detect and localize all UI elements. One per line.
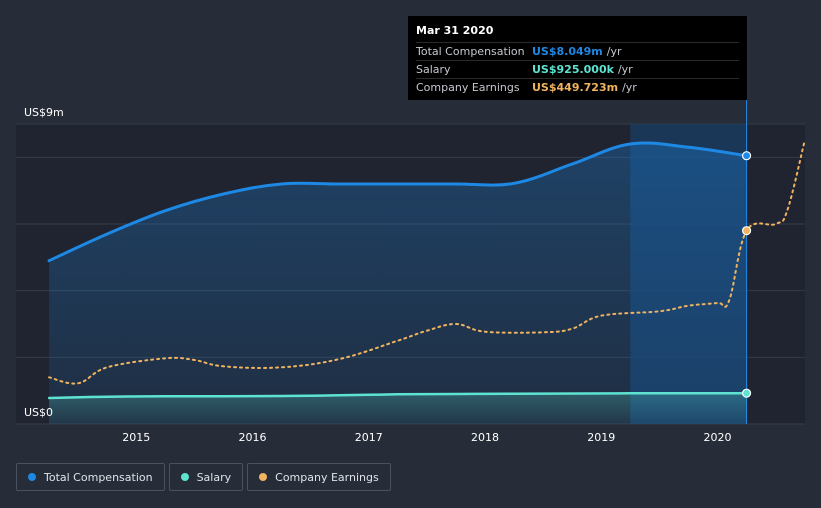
tooltip-row-name: Total Compensation [416,45,525,58]
tooltip-row-value: US$8.049m [532,45,603,58]
tooltip-date: Mar 31 2020 [416,24,494,37]
tooltip-row-unit: /yr [617,63,633,76]
tooltip-row-total-compensation: Total Compensation US$8.049m /yr [416,42,739,60]
series-lines [47,139,806,400]
legend: Total Compensation Salary Company Earnin… [16,463,391,491]
salary-line [47,391,748,400]
tooltip: Mar 31 2020 Total Compensation US$8.049m… [408,16,747,100]
x-tick-label: 2015 [122,431,150,444]
legend-item-salary[interactable]: Salary [168,463,244,491]
total-compensation-line [47,141,749,263]
tooltip-row-company-earnings: Company Earnings US$449.723m /yr [416,78,739,96]
x-tick-label: 2016 [239,431,267,444]
series-markers [741,151,752,398]
x-tick-label: 2018 [471,431,499,444]
company-earnings-marker [741,226,752,236]
x-tick-label: 2020 [704,431,732,444]
legend-item-total-compensation[interactable]: Total Compensation [16,463,165,491]
legend-label: Total Compensation [44,470,153,484]
legend-label: Company Earnings [275,470,379,484]
tooltip-row-value: US$925.000k [532,63,614,76]
salary-area [49,393,747,424]
legend-item-company-earnings[interactable]: Company Earnings [247,463,391,491]
salary-marker [741,388,752,398]
x-axis-ticks: 2015 2016 2017 2018 2019 2020 [122,431,731,444]
legend-dot-icon [180,473,189,481]
series-areas [49,142,747,424]
tooltip-row-name: Company Earnings [416,81,520,94]
total-compensation-marker [741,151,752,161]
tooltip-row-name: Salary [416,63,451,76]
y-axis-max-label: US$9m [24,106,64,119]
tooltip-row-unit: /yr [622,81,637,94]
legend-dot-icon [259,473,268,481]
company-earnings-line [48,139,806,385]
legend-dot-icon [28,473,36,481]
x-tick-label: 2017 [355,431,383,444]
tooltip-row-value: US$449.723m [532,81,619,94]
y-axis-min-label: US$0 [24,406,54,419]
legend-label: Salary [196,470,232,484]
total-compensation-area [49,142,747,424]
x-tick-label: 2019 [587,431,615,444]
tooltip-row-unit: /yr [606,45,622,58]
tooltip-row-salary: Salary US$925.000k /yr [416,60,739,78]
